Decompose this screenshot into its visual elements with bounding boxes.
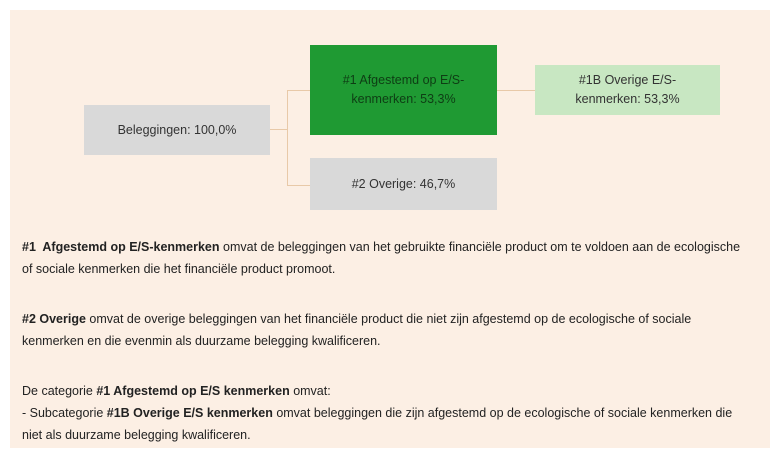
text: omvat de overige beleggingen van het fin…	[22, 312, 695, 348]
node-box: #1B Overige E/S-kenmerken: 53,3%	[535, 65, 720, 115]
diagram-panel: Beleggingen: 100,0% #1 Afgestemd op E/S-…	[10, 10, 770, 448]
text: - Subcategorie	[22, 406, 107, 420]
bold-text: #1 Afgestemd op E/S-kenmerken	[22, 240, 220, 254]
node-box: #1 Afgestemd op E/S-kenmerken: 53,3%	[310, 45, 497, 135]
paragraph: - Subcategorie #1B Overige E/S kenmerken…	[22, 402, 752, 446]
text: omvat:	[289, 384, 331, 398]
connector	[287, 90, 288, 185]
connector	[287, 90, 310, 91]
bold-text: #1 Afgestemd op E/S kenmerken	[96, 384, 290, 398]
text: De categorie	[22, 384, 97, 398]
bold-text: #1B Overige E/S kenmerken	[106, 406, 273, 420]
paragraph: De categorie #1 Afgestemd op E/S kenmerk…	[22, 380, 752, 402]
node-box: Beleggingen: 100,0%	[84, 105, 270, 155]
connector	[287, 185, 310, 186]
paragraph: #2 Overige omvat de overige beleggingen …	[22, 308, 752, 352]
connector	[270, 129, 288, 130]
connector	[497, 90, 535, 91]
bold-text: #2 Overige	[22, 312, 86, 326]
node-box: #2 Overige: 46,7%	[310, 158, 497, 210]
paragraph: #1 Afgestemd op E/S-kenmerken omvat de b…	[22, 236, 752, 280]
text: omvat de beleggingen van het gebruikte f…	[22, 240, 744, 276]
description: #1 Afgestemd op E/S-kenmerken omvat de b…	[22, 236, 752, 446]
text: omvat beleggingen die zijn afgestemd op …	[22, 406, 736, 442]
